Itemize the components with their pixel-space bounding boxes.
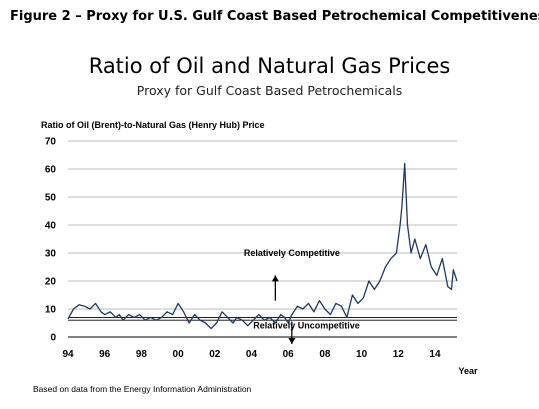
x-tick-label-06: 06 — [283, 349, 295, 360]
x-tick-label-02: 02 — [209, 349, 221, 360]
gridlines — [68, 140, 457, 310]
y-tick-label-0: 0 — [50, 333, 56, 344]
y-tick-label-60: 60 — [45, 165, 57, 176]
x-tick-label-10: 10 — [356, 349, 368, 360]
y-tick-label-70: 70 — [45, 137, 57, 148]
annotation-relatively-competitive: Relatively Competitive — [244, 248, 340, 258]
x-tick-label-00: 00 — [173, 349, 185, 360]
x-tick-label-08: 08 — [319, 349, 331, 360]
chart-title: Ratio of Oil and Natural Gas Prices — [88, 54, 451, 78]
x-tick-label-98: 98 — [136, 349, 148, 360]
series-layer — [67, 162, 458, 330]
axes: 0 10 20 30 40 50 60 70 94 96 98 00 02 04 06 08 10 12 14 — [45, 137, 457, 360]
source-note: Based on data from the Energy Informatio… — [33, 384, 252, 394]
chart-subtitle: Proxy for Gulf Coast Based Petrochemical… — [136, 83, 403, 98]
y-axis-label: Ratio of Oil (Brent)-to-Natural Gas (Hen… — [41, 120, 265, 130]
y-tick-label-40: 40 — [45, 221, 57, 232]
x-tick-label-04: 04 — [246, 349, 258, 360]
annotation-arrow-head-2 — [288, 338, 296, 344]
y-tick-label-10: 10 — [45, 305, 57, 316]
series-line-1 — [67, 162, 458, 330]
x-tick-label-14: 14 — [429, 349, 441, 360]
x-tick-label-12: 12 — [393, 349, 405, 360]
annotation-relatively-uncompetitive: Relatively Uncompetitive — [253, 321, 360, 331]
y-tick-label-20: 20 — [45, 277, 57, 288]
x-tick-label-94: 94 — [62, 349, 74, 360]
x-axis-label: Year — [458, 366, 478, 376]
annotations: Relatively Competitive Relatively Uncompe… — [244, 248, 360, 344]
y-tick-label-30: 30 — [45, 249, 57, 260]
annotation-arrow-head-1 — [271, 275, 279, 282]
x-tick-label-96: 96 — [99, 349, 111, 360]
y-tick-label-50: 50 — [45, 193, 57, 204]
figure-caption: Figure 2 – Proxy for U.S. Gulf Coast Bas… — [10, 9, 539, 24]
